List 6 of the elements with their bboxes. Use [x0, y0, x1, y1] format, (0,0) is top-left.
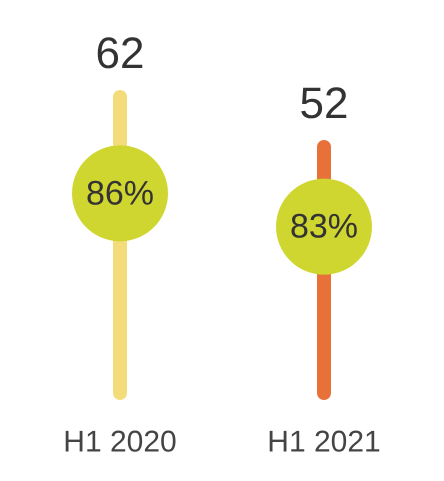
data-label: 52	[300, 79, 348, 128]
x-tick-label: H1 2020	[63, 425, 177, 458]
x-tick-label: H1 2021	[267, 425, 381, 458]
data-label: 62	[96, 29, 144, 78]
annotation: 83%	[290, 208, 358, 246]
annotation: 86%	[86, 174, 154, 212]
